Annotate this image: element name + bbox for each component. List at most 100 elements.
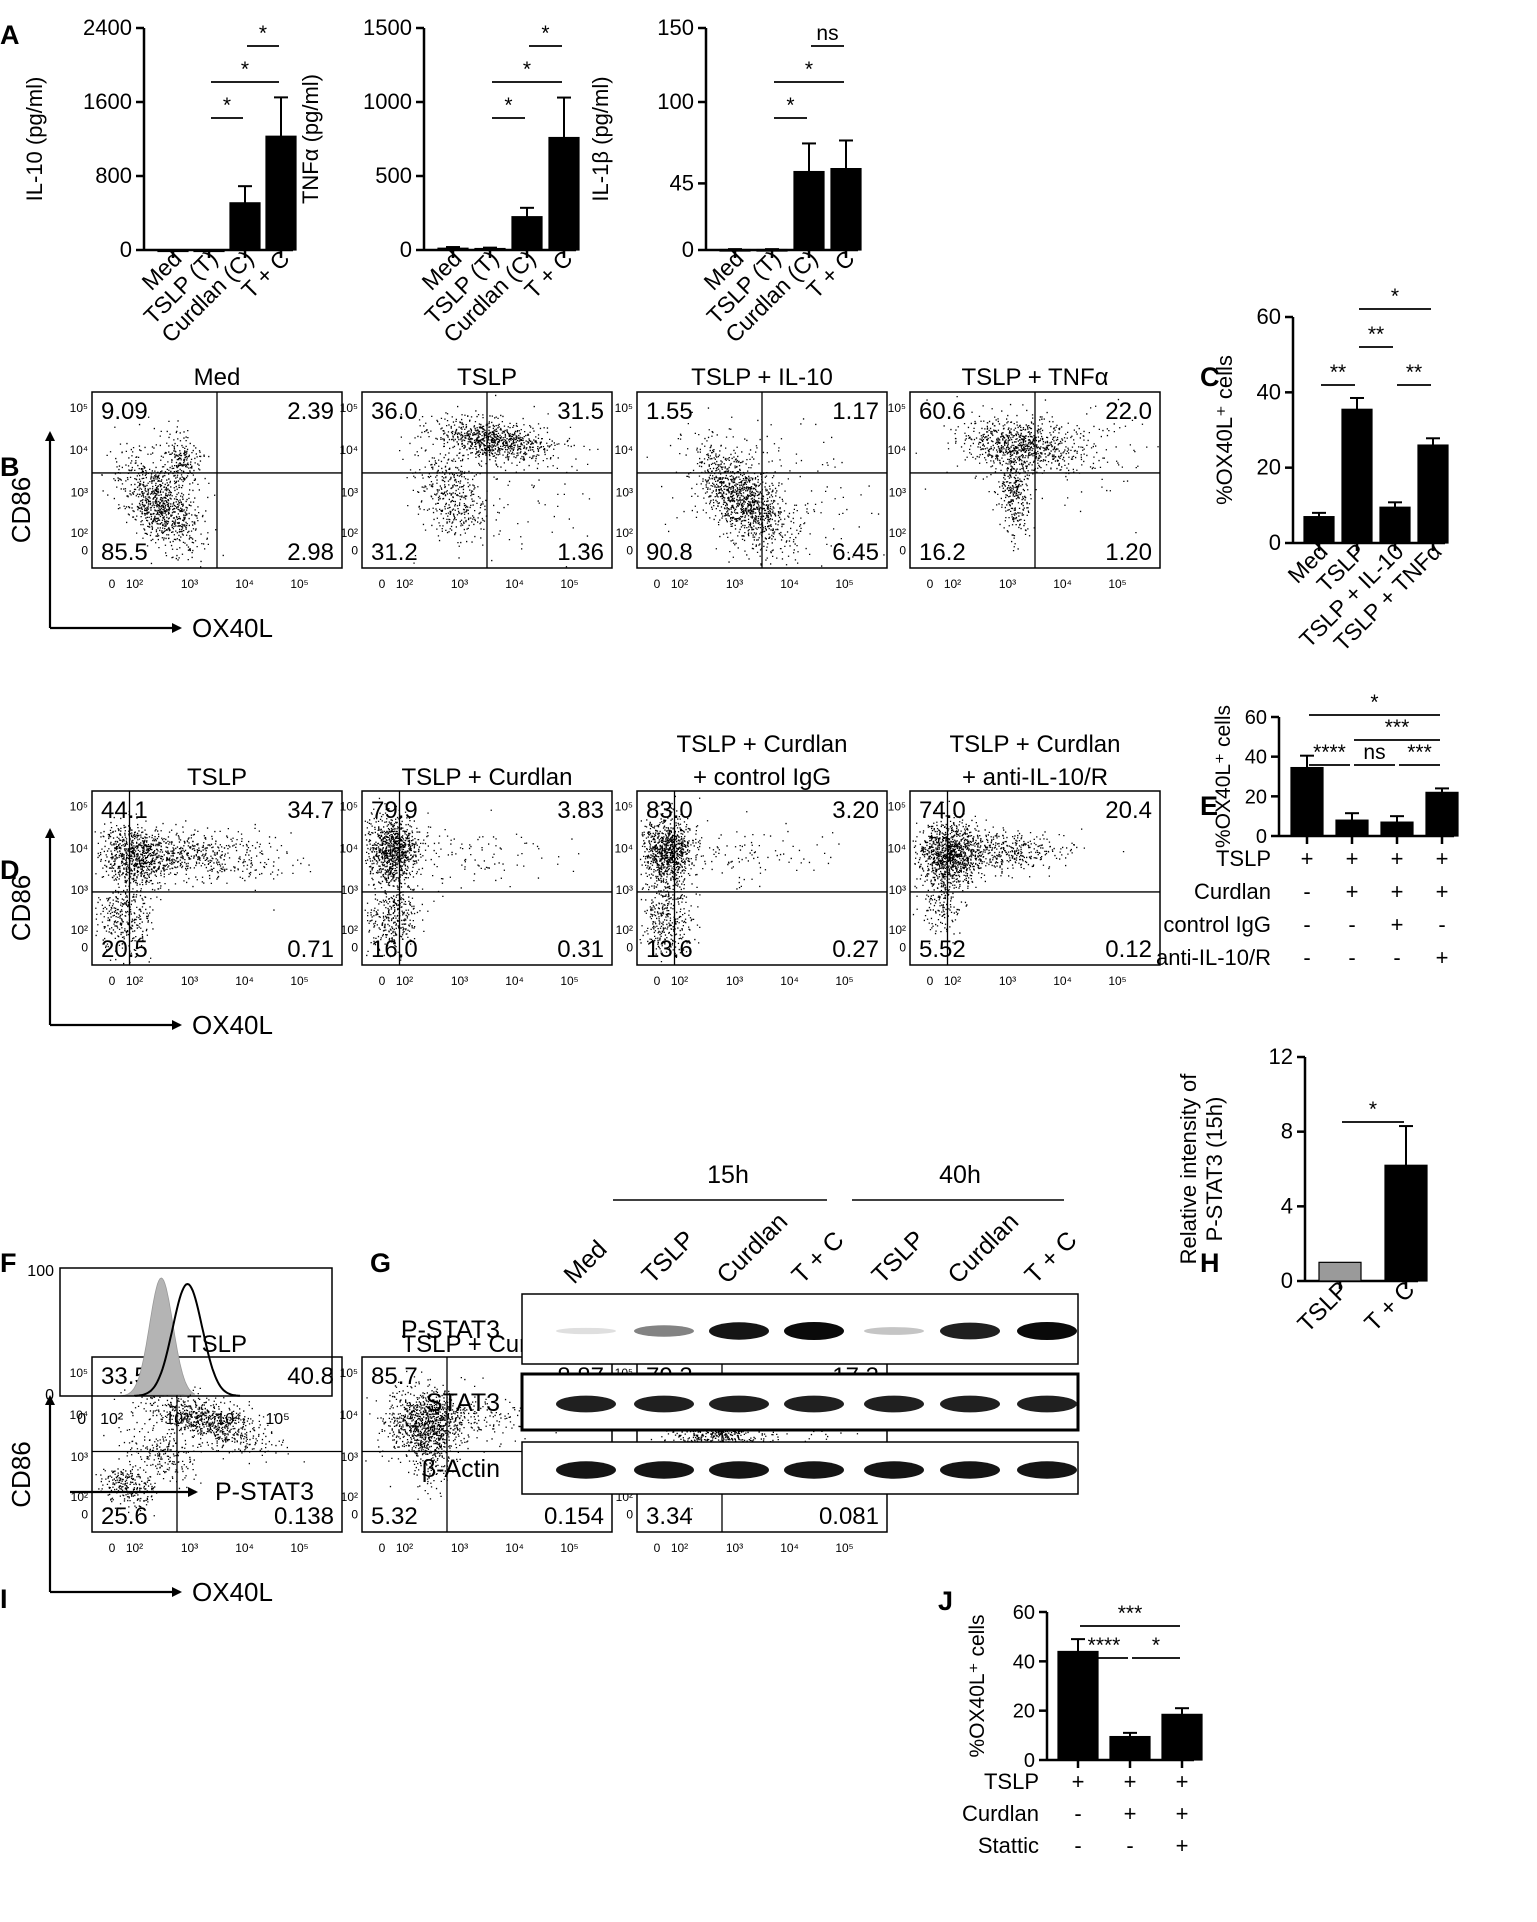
y-tick-label: 10²	[71, 526, 88, 540]
condition-sign: +	[1124, 1801, 1137, 1826]
condition-sign: +	[1176, 1769, 1189, 1794]
y-tick-label: 10³	[341, 485, 358, 499]
plot-title: TSLP	[187, 764, 247, 791]
quadrant-value-lr: 0.12	[1105, 936, 1152, 963]
y-tick-label: 100	[27, 1263, 54, 1280]
x-tick-label: 0	[109, 1541, 116, 1555]
blot-band	[634, 1461, 694, 1479]
quadrant-value-lr: 0.31	[557, 936, 604, 963]
plot-title: TSLP	[457, 364, 517, 391]
significance-label: ****	[1313, 741, 1346, 764]
quadrant-value-ll: 25.6	[101, 1503, 148, 1530]
x-tick-label: 10⁵	[560, 1541, 578, 1555]
y-tick-label: 10⁴	[339, 841, 358, 855]
y-tick-label: 0	[626, 941, 633, 955]
x-tick-label: 10²	[396, 1541, 413, 1555]
bar	[1290, 766, 1324, 837]
flow-y-axis-label: CD86	[6, 1441, 36, 1507]
x-tick-label: 10⁵	[835, 974, 853, 988]
bar	[548, 136, 580, 251]
x-tick-label: 10³	[999, 974, 1016, 988]
quadrant-value-ll: 13.6	[646, 936, 693, 963]
y-tick-label: 10⁵	[340, 800, 358, 814]
lane-label: TSLP	[866, 1225, 930, 1289]
x-tick-label: 0	[109, 577, 116, 591]
y-tick-label: 0	[351, 543, 358, 557]
y-tick-label: 10³	[616, 883, 633, 897]
y-tick-label: 0	[81, 543, 88, 557]
flow-x-axis-label: OX40L	[192, 1010, 273, 1040]
y-tick-label: 0	[1281, 1268, 1293, 1293]
plot-title: Med	[194, 364, 241, 391]
x-tick-label: 0	[77, 1411, 86, 1428]
quadrant-value-ll: 3.34	[646, 1503, 693, 1530]
quadrant-value-ul: 36.0	[371, 398, 418, 425]
x-tick-label: 10²	[396, 974, 413, 988]
y-tick-label: 0	[400, 237, 412, 262]
lane-label: Curdlan	[711, 1208, 793, 1290]
blot-band	[709, 1461, 769, 1479]
blot-band	[556, 1461, 616, 1479]
x-tick-label: 10³	[181, 577, 198, 591]
quadrant-value-lr: 0.71	[287, 936, 334, 963]
condition-sign: +	[1124, 1769, 1137, 1794]
panel-letter-a: A	[0, 20, 20, 50]
x-tick-label: 10⁵	[290, 974, 308, 988]
bar	[1384, 1164, 1428, 1282]
flow-dots	[95, 1378, 305, 1517]
quadrant-value-ur: 3.20	[832, 797, 879, 824]
y-tick-label: 10⁴	[887, 443, 906, 457]
quadrant-value-ll: 5.52	[919, 936, 966, 963]
y-tick-label: 10⁵	[340, 1366, 358, 1380]
significance-label: ****	[1088, 1634, 1121, 1657]
y-tick-label: 0	[45, 1387, 54, 1404]
y-tick-label: 10²	[616, 526, 633, 540]
y-tick-label: 4	[1281, 1193, 1293, 1218]
y-axis-label: TNFα (pg/ml)	[298, 74, 323, 204]
quadrant-value-lr: 0.081	[819, 1503, 879, 1530]
y-tick-label: 0	[1256, 826, 1267, 848]
lane-label: T + C	[786, 1226, 849, 1289]
condition-name: Stattic	[978, 1833, 1039, 1858]
blot-band	[556, 1327, 616, 1335]
blot-band	[709, 1395, 769, 1413]
y-tick-label: 10³	[889, 485, 906, 499]
y-axis-label: P-STAT3 (15h)	[1202, 1097, 1227, 1242]
condition-name: anti-IL-10/R	[1156, 945, 1271, 970]
bar	[157, 249, 189, 253]
time-label-40h: 40h	[939, 1161, 981, 1189]
condition-sign: +	[1391, 912, 1404, 937]
blot-band	[1017, 1395, 1077, 1413]
y-tick-label: 60	[1013, 1602, 1035, 1624]
plot-frame	[909, 790, 1161, 966]
y-tick-label: 10⁴	[614, 443, 633, 457]
significance-label: *	[504, 94, 512, 117]
y-tick-label: 1600	[83, 89, 132, 114]
blot-band	[784, 1395, 844, 1413]
quadrant-value-ur: 1.17	[832, 398, 879, 425]
x-tick-label: 10³	[726, 577, 743, 591]
y-tick-label: 0	[899, 543, 906, 557]
x-tick-label: 10³	[726, 974, 743, 988]
plot-title: + anti-IL-10/R	[962, 764, 1108, 791]
blot-band	[709, 1322, 769, 1340]
plot-title: TSLP	[187, 1331, 247, 1358]
y-tick-label: 10³	[71, 485, 88, 499]
significance-label: *	[241, 58, 249, 81]
y-tick-label: 40	[1245, 747, 1267, 769]
quadrant-value-ur: 20.4	[1105, 797, 1152, 824]
blot-band	[556, 1395, 616, 1413]
y-tick-label: 60	[1257, 304, 1281, 329]
plot-frame	[91, 790, 343, 966]
quadrant-value-lr: 0.154	[544, 1503, 604, 1530]
panel-letter-c: C	[1200, 362, 1220, 392]
quadrant-value-ur: 22.0	[1105, 398, 1152, 425]
bar	[1335, 819, 1369, 837]
x-tick-label: 10³	[726, 1541, 743, 1555]
bar	[1303, 516, 1335, 544]
bar	[193, 249, 225, 253]
y-tick-label: 10³	[341, 883, 358, 897]
quadrant-value-ul: 60.6	[919, 398, 966, 425]
y-tick-label: 0	[81, 941, 88, 955]
